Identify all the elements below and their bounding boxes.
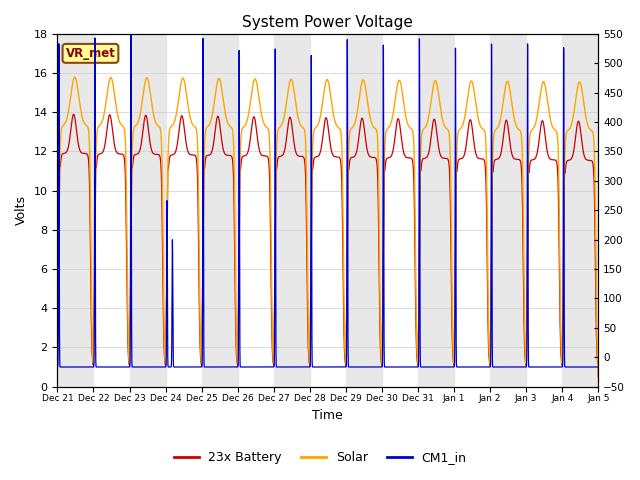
Bar [129, 34, 166, 386]
Bar [490, 34, 526, 386]
Bar [418, 34, 454, 386]
Bar [346, 34, 382, 386]
Bar [202, 34, 237, 386]
Legend: 23x Battery, Solar, CM1_in: 23x Battery, Solar, CM1_in [168, 446, 472, 469]
Bar [274, 34, 310, 386]
Bar [562, 34, 598, 386]
Bar [58, 34, 93, 386]
Y-axis label: Volts: Volts [15, 195, 28, 225]
Text: VR_met: VR_met [65, 47, 115, 60]
X-axis label: Time: Time [312, 409, 343, 422]
Title: System Power Voltage: System Power Voltage [243, 15, 413, 30]
